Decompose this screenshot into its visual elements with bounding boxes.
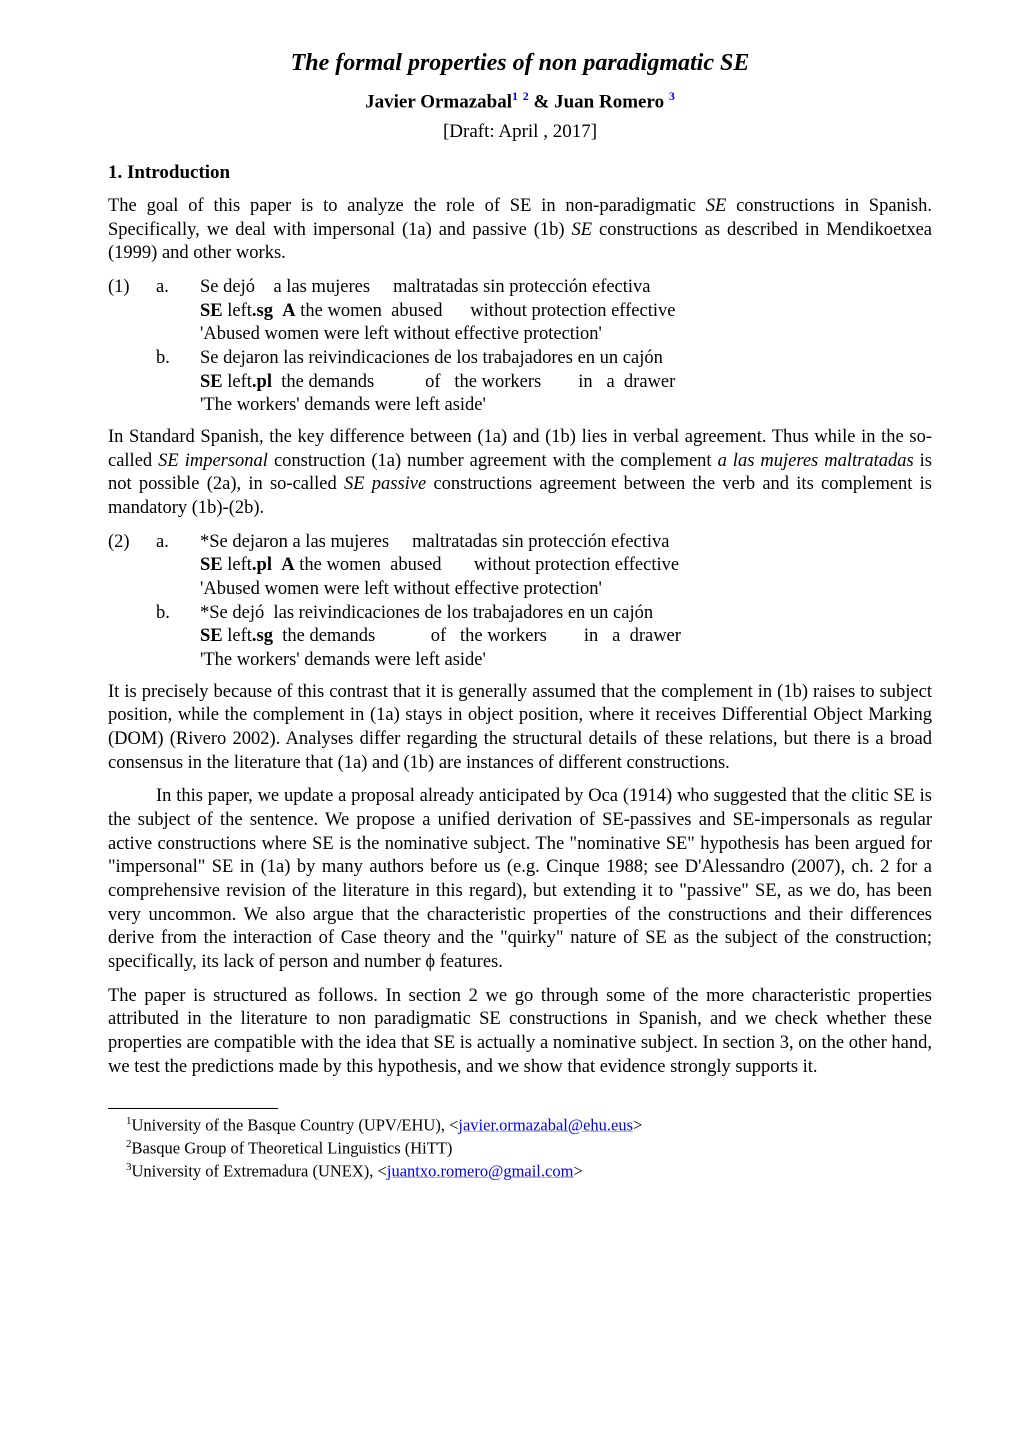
- example-2b-line1: *Se dejó las reivindicaciones de los tra…: [200, 602, 932, 626]
- discussion-p3: The paper is structured as follows. In s…: [108, 985, 932, 1080]
- author-ormazabal: Javier Ormazabal: [365, 91, 512, 112]
- footnote-rule: [108, 1108, 278, 1109]
- example-2a-line2: SE left.pl A the women abused without pr…: [200, 554, 932, 578]
- example-2a-line1: *Se dejaron a las mujeres maltratadas si…: [200, 531, 932, 555]
- example-1a-line1: Se dejó a las mujeres maltratadas sin pr…: [200, 276, 932, 300]
- footnote-1-text-post: >: [633, 1115, 642, 1134]
- example-2a-letter: a.: [156, 531, 196, 555]
- section-1-heading: 1. Introduction: [108, 161, 932, 185]
- footnote-2: 2Basque Group of Theoretical Linguistics…: [108, 1138, 932, 1159]
- paper-title: The formal properties of non paradigmati…: [108, 48, 932, 79]
- intro-paragraph: The goal of this paper is to analyze the…: [108, 195, 932, 266]
- example-1b-line3: 'The workers' demands were left aside': [200, 394, 932, 418]
- footnote-1-text-pre: University of the Basque Country (UPV/EH…: [132, 1115, 459, 1134]
- footnote-ref-3[interactable]: 3: [669, 89, 675, 103]
- footnotes: 1University of the Basque Country (UPV/E…: [108, 1115, 932, 1182]
- example-1a-line3: 'Abused women were left without effectiv…: [200, 323, 932, 347]
- discussion-p1: It is precisely because of this contrast…: [108, 681, 932, 776]
- example-2b-line2: SE left.sg the demands of the workers in…: [200, 625, 932, 649]
- footnote-3-text-pre: University of Extremadura (UNEX), <: [132, 1161, 387, 1180]
- example-1a-letter: a.: [156, 276, 196, 300]
- example-1a-line2: SE left.sg A the women abused without pr…: [200, 300, 932, 324]
- footnote-2-text: Basque Group of Theoretical Linguistics …: [132, 1138, 453, 1157]
- footnote-3: 3University of Extremadura (UNEX), <juan…: [108, 1161, 932, 1182]
- example-2: (2) a. *Se dejaron a las mujeres maltrat…: [108, 531, 932, 673]
- example-2b-letter: b.: [156, 602, 196, 626]
- authors-line: Javier Ormazabal1 2 & Juan Romero 3: [108, 89, 932, 115]
- example-1-number: (1): [108, 276, 152, 300]
- author-romero: & Juan Romero: [529, 91, 664, 112]
- footnote-3-text-post: >: [573, 1161, 582, 1180]
- example-2-number: (2): [108, 531, 152, 555]
- footnote-3-email[interactable]: juantxo.romero@gmail.com: [387, 1161, 574, 1180]
- example-2a-line3: 'Abused women were left without effectiv…: [200, 578, 932, 602]
- footnote-1-email[interactable]: javier.ormazabal@ehu.eus: [458, 1115, 633, 1134]
- footnote-1: 1University of the Basque Country (UPV/E…: [108, 1115, 932, 1136]
- example-1b-line1: Se dejaron las reivindicaciones de los t…: [200, 347, 932, 371]
- example-1: (1) a. Se dejó a las mujeres maltratadas…: [108, 276, 932, 418]
- example-1b-letter: b.: [156, 347, 196, 371]
- mid-paragraph: In Standard Spanish, the key difference …: [108, 426, 932, 521]
- discussion-p2: In this paper, we update a proposal alre…: [108, 785, 932, 974]
- example-2b-line3: 'The workers' demands were left aside': [200, 649, 932, 673]
- draft-line: [Draft: April , 2017]: [108, 120, 932, 144]
- example-1b-line2: SE left.pl the demands of the workers in…: [200, 371, 932, 395]
